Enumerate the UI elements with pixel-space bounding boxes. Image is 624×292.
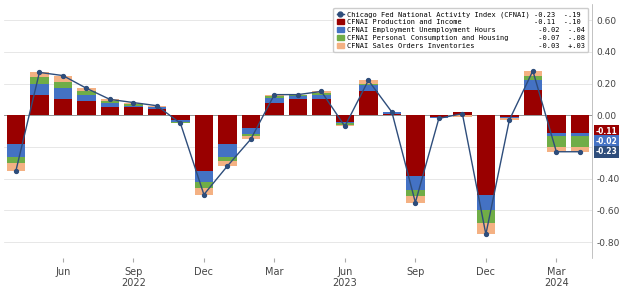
Bar [289,96,307,99]
Bar [524,80,542,90]
Text: -0.02: -0.02 [596,137,618,146]
Text: 2023: 2023 [333,278,358,288]
Bar [77,91,95,95]
Bar [265,95,283,96]
Bar [547,136,565,147]
Bar [171,115,190,120]
Bar [477,194,495,211]
Bar [30,72,49,77]
Bar [500,119,519,120]
Bar [148,109,166,115]
Bar [571,115,589,133]
Bar [453,112,472,115]
Bar [383,112,401,114]
Bar [241,128,260,134]
Bar [7,144,25,157]
Bar [7,115,25,144]
Bar [124,102,142,104]
Bar [265,96,283,98]
Bar [430,115,448,117]
Bar [312,93,331,95]
Bar [336,125,354,126]
Bar [100,107,119,115]
Bar [336,115,354,121]
Bar [289,95,307,96]
Bar [77,95,95,101]
Bar [77,101,95,115]
Bar [265,98,283,102]
Bar [406,196,424,203]
Bar [124,106,142,107]
Bar [571,133,589,136]
Legend: Chicago Fed National Activity Index (CFNAI) -0.23  -.19, CFNAI Production and In: Chicago Fed National Activity Index (CFN… [333,8,588,52]
Bar [359,91,378,115]
Bar [195,171,213,182]
Bar [524,71,542,76]
Bar [477,223,495,234]
Bar [547,147,565,152]
Text: -0.11: -0.11 [596,127,618,135]
Bar [7,157,25,163]
Bar [265,102,283,115]
Bar [359,80,378,84]
Bar [359,85,378,91]
Bar [30,77,49,84]
Bar [124,107,142,115]
Bar [477,115,495,194]
Bar [30,95,49,115]
Bar [195,115,213,171]
Bar [54,82,72,88]
Bar [77,88,95,91]
Bar [218,115,236,144]
Bar [500,117,519,119]
Bar [547,133,565,136]
Bar [312,95,331,99]
Bar [312,99,331,115]
Bar [406,115,424,175]
Bar [148,106,166,107]
Bar [430,117,448,119]
Bar [100,99,119,101]
Bar [500,115,519,117]
Bar [30,84,49,95]
Bar [547,115,565,133]
Bar [171,121,190,123]
Bar [241,136,260,139]
Bar [453,115,472,117]
Bar [171,120,190,121]
Bar [477,211,495,223]
Bar [406,175,424,190]
Bar [524,90,542,115]
Bar [100,102,119,107]
Bar [54,88,72,99]
Bar [383,114,401,115]
Bar [241,115,260,128]
Text: 2024: 2024 [544,278,568,288]
Text: 2022: 2022 [121,278,146,288]
Bar [54,99,72,115]
Bar [124,104,142,106]
Bar [336,121,354,123]
Bar [312,91,331,93]
Bar [54,76,72,82]
Bar [336,123,354,125]
Bar [571,136,589,147]
Bar [7,163,25,171]
Bar [289,99,307,115]
Bar [100,101,119,102]
Bar [406,190,424,196]
Text: -0.23: -0.23 [596,147,618,156]
Bar [218,157,236,161]
Bar [359,84,378,85]
Bar [241,134,260,136]
Bar [218,144,236,157]
Bar [571,147,589,152]
Bar [195,188,213,194]
Bar [148,107,166,109]
Bar [218,161,236,166]
Bar [195,182,213,188]
Bar [524,76,542,80]
